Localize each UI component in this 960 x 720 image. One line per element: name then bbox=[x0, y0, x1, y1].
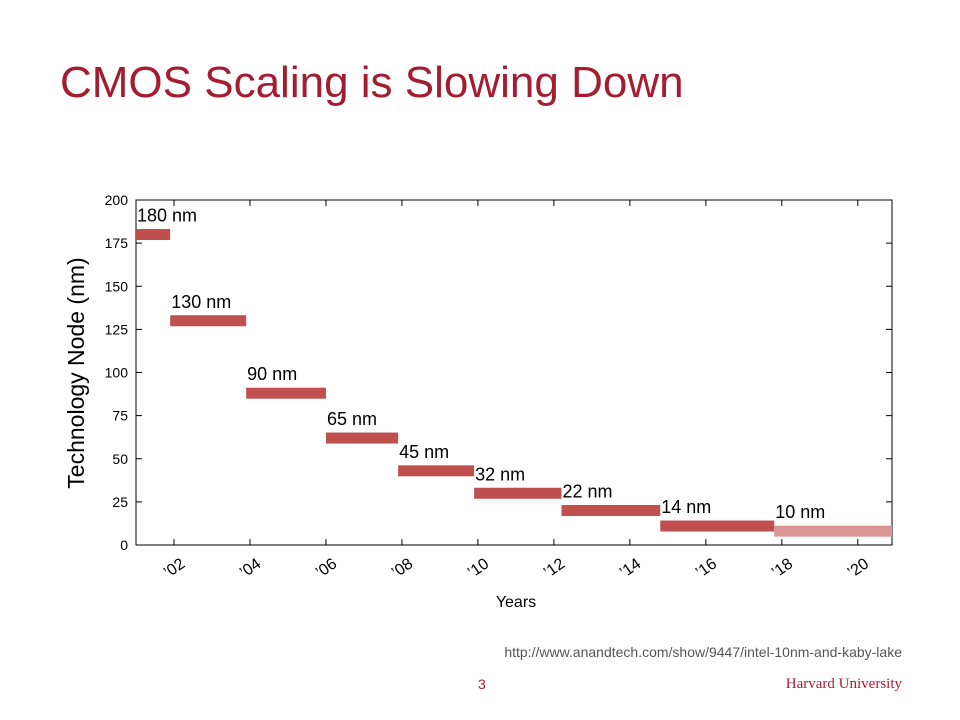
y-tick-label: 75 bbox=[112, 408, 128, 424]
node-labels: 180 nm 130 nm 90 nm 65 nm 45 nm 32 nm 22 nm 14 … bbox=[137, 206, 825, 523]
y-tick-label: 125 bbox=[105, 321, 129, 337]
node-bar bbox=[246, 387, 326, 399]
node-label: 180 nm bbox=[137, 206, 197, 226]
technology-node-chart: 0 25 50 75 100 125 150 175 200 ’02 ’04 ’06 ’08 ’10 ’1… bbox=[63, 192, 893, 611]
node-label: 32 nm bbox=[475, 464, 525, 484]
y-tick-label: 0 bbox=[120, 537, 128, 553]
slide-title: CMOS Scaling is Slowing Down bbox=[60, 58, 684, 107]
node-bars bbox=[136, 229, 892, 537]
node-label: 65 nm bbox=[327, 409, 377, 429]
x-tick-label: ’16 bbox=[693, 555, 720, 581]
y-tick-label: 200 bbox=[105, 192, 129, 208]
x-tick-label: ’06 bbox=[313, 555, 340, 581]
y-tick-label: 150 bbox=[105, 278, 129, 294]
node-label: 22 nm bbox=[562, 482, 612, 502]
y-tick-label: 175 bbox=[105, 235, 129, 251]
x-tick-label: ’12 bbox=[541, 555, 568, 581]
x-tick-label: ’14 bbox=[617, 555, 644, 581]
node-label: 90 nm bbox=[247, 364, 297, 384]
node-bar bbox=[325, 432, 399, 444]
node-bar bbox=[136, 229, 171, 240]
y-tick-label: 50 bbox=[112, 451, 128, 467]
node-label: 130 nm bbox=[171, 292, 231, 312]
x-tick-label: ’18 bbox=[769, 555, 796, 581]
y-tick-label: 25 bbox=[112, 494, 128, 510]
x-tick-label: ’08 bbox=[389, 555, 416, 581]
node-label: 45 nm bbox=[399, 442, 449, 462]
node-label: 10 nm bbox=[775, 502, 825, 522]
x-tick-label: ’10 bbox=[465, 555, 492, 581]
source-url: http://www.anandtech.com/show/9447/intel… bbox=[504, 644, 902, 660]
x-axis-label: Years bbox=[496, 594, 536, 611]
page-number: 3 bbox=[478, 676, 486, 692]
node-bar bbox=[660, 520, 775, 532]
x-tick-label: ’02 bbox=[161, 555, 188, 581]
node-bar bbox=[474, 487, 562, 499]
y-axis-ticks: 0 25 50 75 100 125 150 175 200 bbox=[105, 192, 892, 553]
x-tick-label: ’04 bbox=[237, 555, 264, 581]
node-bar bbox=[561, 505, 661, 516]
y-tick-label: 100 bbox=[105, 365, 129, 381]
node-bar-projected bbox=[774, 525, 892, 537]
node-bar bbox=[170, 315, 247, 327]
footer-brand: Harvard University bbox=[785, 676, 902, 692]
node-bar bbox=[398, 465, 475, 477]
y-axis-label: Technology Node (nm) bbox=[63, 257, 89, 488]
x-tick-label: ’20 bbox=[845, 555, 872, 581]
node-label: 14 nm bbox=[661, 497, 711, 517]
